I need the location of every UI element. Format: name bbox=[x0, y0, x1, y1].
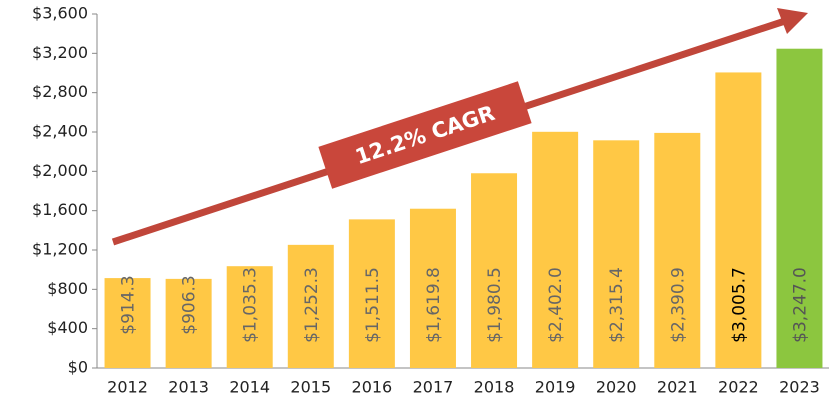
bar bbox=[471, 173, 518, 368]
value-label: $1,511.5 bbox=[363, 267, 383, 343]
y-tick-label: $3,200 bbox=[32, 43, 88, 62]
x-tick-label: 2017 bbox=[413, 378, 454, 397]
value-label: $1,619.8 bbox=[424, 267, 444, 343]
x-tick-label: 2018 bbox=[474, 378, 515, 397]
x-tick-label: 2023 bbox=[779, 378, 820, 397]
x-tick-label: 2020 bbox=[596, 378, 637, 397]
x-tick-label: 2021 bbox=[657, 378, 698, 397]
bar bbox=[287, 244, 334, 368]
bar bbox=[165, 278, 212, 368]
value-label: $3,247.0 bbox=[790, 267, 810, 343]
value-label: $906.3 bbox=[180, 275, 200, 334]
bar bbox=[654, 132, 701, 368]
plot: $0 $400 $800 $1,200 $1,600 $2,000 $2,400 $2,800… bbox=[32, 4, 829, 397]
value-label: $1,980.5 bbox=[485, 267, 505, 343]
value-label: $2,315.4 bbox=[607, 267, 627, 343]
cagr-banner: 12.2% CAGR bbox=[318, 81, 532, 189]
y-tick-label: $3,600 bbox=[32, 4, 88, 23]
y-tick-label: $0 bbox=[68, 358, 88, 377]
value-label: $914.3 bbox=[119, 275, 139, 334]
bar bbox=[593, 140, 640, 368]
bar bbox=[532, 131, 579, 368]
x-tick-label: 2022 bbox=[718, 378, 759, 397]
x-tick-label: 2016 bbox=[352, 378, 393, 397]
value-label: $1,252.3 bbox=[302, 267, 322, 343]
value-label: $3,005.7 bbox=[729, 267, 749, 343]
cagr-arrow: 12.2% CAGR bbox=[111, 8, 808, 246]
value-label: $2,390.9 bbox=[668, 267, 688, 343]
bar bbox=[715, 72, 762, 368]
bar bbox=[409, 208, 456, 368]
y-tick-label: $400 bbox=[47, 318, 88, 337]
y-tick-label: $2,000 bbox=[32, 161, 88, 180]
arrow-head bbox=[777, 8, 808, 34]
x-tick-label: 2014 bbox=[229, 378, 270, 397]
banner-box bbox=[318, 81, 532, 189]
y-tick-label: $800 bbox=[47, 279, 88, 298]
bar bbox=[104, 278, 151, 368]
x-tick-label: 2012 bbox=[107, 378, 148, 397]
bar bbox=[348, 219, 395, 368]
bar bbox=[776, 48, 823, 368]
y-tick-label: $1,600 bbox=[32, 200, 88, 219]
x-tick-label: 2013 bbox=[168, 378, 209, 397]
x-tick-label: 2019 bbox=[535, 378, 576, 397]
y-tick-label: $2,400 bbox=[32, 122, 88, 141]
value-label: $2,402.0 bbox=[546, 267, 566, 343]
y-tick-label: $1,200 bbox=[32, 240, 88, 259]
bar bbox=[226, 266, 273, 368]
value-label: $1,035.3 bbox=[241, 267, 261, 343]
x-tick-label: 2015 bbox=[290, 378, 331, 397]
y-tick-label: $2,800 bbox=[32, 82, 88, 101]
